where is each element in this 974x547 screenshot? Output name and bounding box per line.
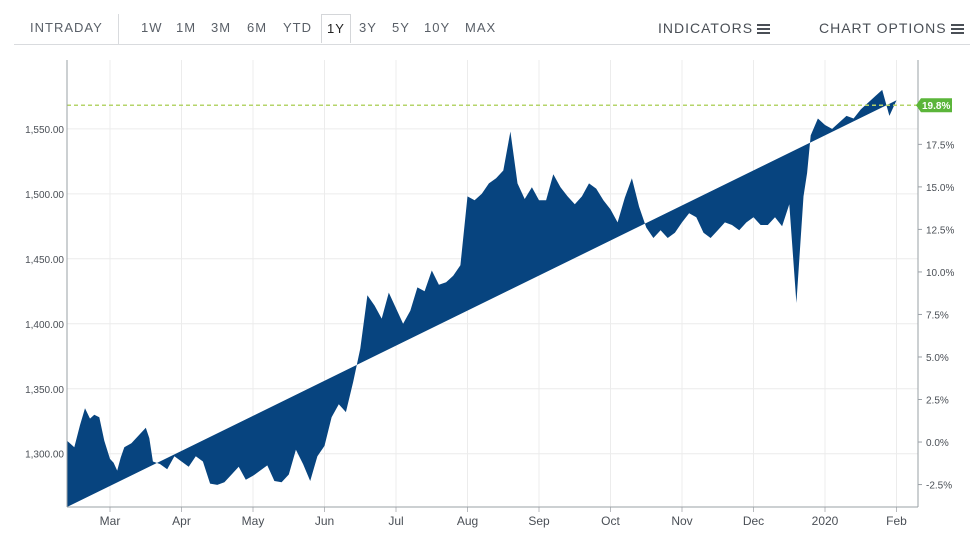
- x-tick-label: Oct: [601, 514, 620, 528]
- range-3y-button[interactable]: 3Y: [359, 20, 377, 35]
- right-tick-label: 17.5%: [926, 140, 954, 151]
- right-tick-label: 5.0%: [926, 353, 949, 364]
- x-tick-label: Feb: [886, 514, 907, 528]
- badge-shape: [916, 98, 952, 113]
- range-1w-button[interactable]: 1W: [141, 20, 163, 35]
- range-1m-button[interactable]: 1M: [176, 20, 197, 35]
- right-tick-label: 2.5%: [926, 396, 949, 407]
- y-tick-label: 1,450.00: [25, 255, 64, 266]
- current-change-label: 19.8%: [922, 101, 950, 112]
- right-tick-label: 10.0%: [926, 268, 954, 279]
- axes-layer: 1,300.00 1,350.00 1,400.00 1,450.00 1,500.00…: [25, 60, 954, 528]
- toolbar-divider: [118, 14, 119, 44]
- right-tick-label: 7.5%: [926, 310, 949, 321]
- right-tick-label: 12.5%: [926, 225, 954, 236]
- intraday-button[interactable]: INTRADAY: [30, 20, 103, 35]
- range-max-button[interactable]: MAX: [465, 20, 497, 35]
- price-area-series: [67, 89, 897, 508]
- grid-layer: [67, 60, 918, 507]
- right-tick-label: 15.0%: [926, 183, 954, 194]
- x-tick-label: Mar: [100, 514, 121, 528]
- y-tick-label: 1,550.00: [25, 125, 64, 136]
- x-tick-label: Aug: [457, 514, 478, 528]
- x-tick-label: Apr: [172, 514, 191, 528]
- indicators-menu-button[interactable]: INDICATORS: [658, 14, 771, 42]
- menu-icon: [950, 24, 964, 35]
- x-tick-label: Jun: [315, 514, 334, 528]
- range-10y-button[interactable]: 10Y: [424, 20, 451, 35]
- toolbar-border: [14, 44, 970, 45]
- chart-options-menu-button[interactable]: CHART OPTIONS: [819, 14, 964, 42]
- right-tick-label: 0.0%: [926, 438, 949, 449]
- x-tick-label: Nov: [671, 514, 692, 528]
- range-5y-button[interactable]: 5Y: [392, 20, 410, 35]
- y-tick-label: 1,500.00: [25, 190, 64, 201]
- x-tick-label: Dec: [743, 514, 764, 528]
- chart-toolbar: INTRADAY 1W 1M 3M 6M YTD 1Y 3Y 5Y 10Y MA…: [0, 0, 974, 45]
- chart-options-label: CHART OPTIONS: [819, 20, 947, 36]
- x-tick-label: Sep: [528, 514, 550, 528]
- x-tick-label: Jul: [388, 514, 403, 528]
- y-tick-label: 1,400.00: [25, 320, 64, 331]
- x-tick-label: May: [242, 514, 265, 528]
- menu-icon: [757, 24, 771, 35]
- range-ytd-button[interactable]: YTD: [283, 20, 312, 35]
- right-tick-label: -2.5%: [926, 481, 952, 492]
- y-tick-label: 1,300.00: [25, 450, 64, 461]
- range-3m-button[interactable]: 3M: [211, 20, 232, 35]
- current-change-badge: 19.8%: [916, 98, 952, 113]
- x-tick-label: 2020: [812, 514, 839, 528]
- range-6m-button[interactable]: 6M: [247, 20, 268, 35]
- y-tick-label: 1,350.00: [25, 385, 64, 396]
- range-1y-button[interactable]: 1Y: [321, 14, 351, 43]
- indicators-label: INDICATORS: [658, 20, 754, 36]
